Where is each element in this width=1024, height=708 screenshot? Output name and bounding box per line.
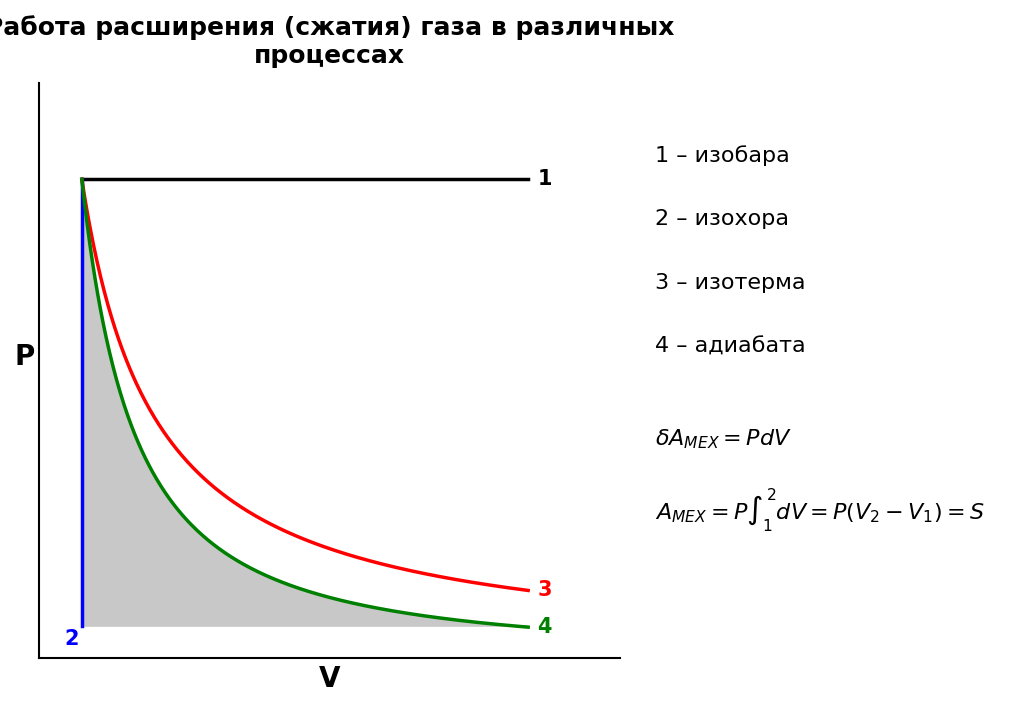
Text: 1: 1	[538, 169, 552, 189]
Text: 2 – изохора: 2 – изохора	[655, 210, 790, 229]
Text: 1 – изобара: 1 – изобара	[655, 145, 791, 166]
Text: $\delta A_{MEX} = PdV$: $\delta A_{MEX} = PdV$	[655, 427, 793, 451]
Text: 3: 3	[538, 581, 552, 600]
X-axis label: V: V	[318, 665, 340, 693]
Text: 4: 4	[538, 617, 552, 637]
Text: 3 – изотерма: 3 – изотерма	[655, 273, 806, 293]
Polygon shape	[82, 179, 528, 627]
Y-axis label: P: P	[15, 343, 35, 371]
Text: $A_{MEX} = P\int_1^2 dV = P\left(V_2 - V_1\right) = S$: $A_{MEX} = P\int_1^2 dV = P\left(V_2 - V…	[655, 486, 985, 534]
Text: 4 – адиабата: 4 – адиабата	[655, 337, 806, 357]
Text: 2: 2	[65, 629, 79, 649]
Title: Работа расширения (сжатия) газа в различных
процессах: Работа расширения (сжатия) газа в различ…	[0, 15, 674, 67]
